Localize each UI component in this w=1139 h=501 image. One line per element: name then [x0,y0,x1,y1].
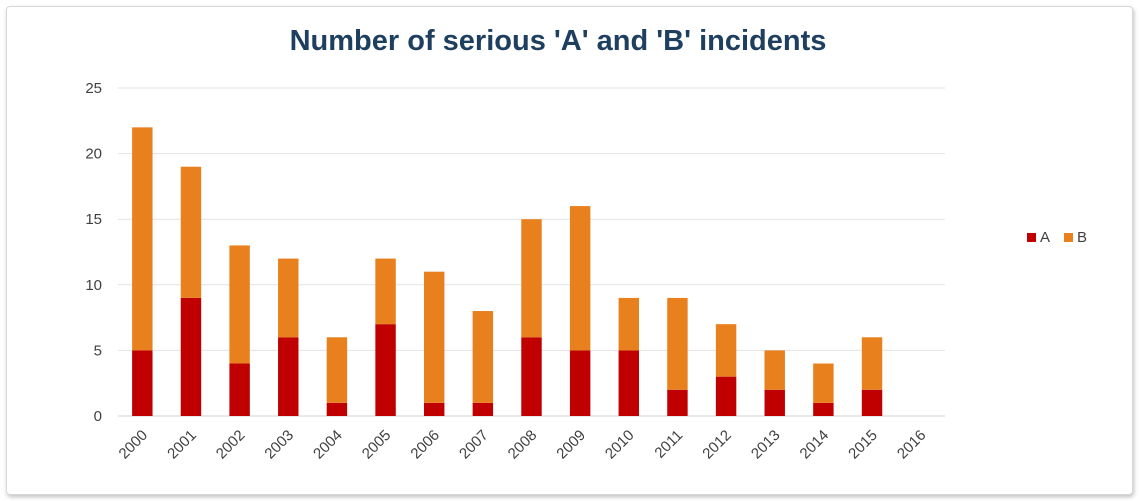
y-tick-label: 0 [94,408,102,425]
bar-B-2001 [180,166,202,298]
x-tick-label: 2006 [407,427,443,463]
bar-A-2000 [132,350,153,416]
y-tick-label: 15 [85,211,102,228]
legend-swatch-A [1027,233,1036,242]
y-tick-label: 25 [85,80,102,97]
bar-A-2008 [521,337,542,416]
bar-A-2013 [764,389,785,416]
bar-B-2014 [813,363,834,403]
x-tick-label: 2014 [797,427,833,463]
bar-B-2015 [861,337,883,390]
bar-B-2004 [326,337,348,403]
x-tick-label: 2015 [845,427,881,463]
bar-B-2006 [423,271,445,403]
x-tick-label: 2009 [553,427,589,463]
bar-B-2013 [764,350,785,390]
x-tick-label: 2005 [359,427,395,463]
bar-A-2003 [278,337,299,416]
bar-A-2004 [326,402,348,416]
bar-B-2011 [667,297,688,390]
bar-B-2010 [618,297,640,351]
legend-label-B: B [1077,229,1087,246]
bar-A-2010 [618,350,640,416]
bar-A-2005 [375,324,396,416]
bar-B-2000 [132,127,153,351]
bar-A-2014 [813,402,834,416]
bar-A-2001 [180,297,202,416]
x-tick-label: 2000 [116,427,152,463]
gridlines [118,87,945,417]
x-tick-label: 2001 [164,427,200,463]
x-tick-label: 2010 [602,427,638,463]
y-tick-label: 10 [85,277,102,294]
legend-label-A: A [1040,229,1050,246]
y-tick-label: 20 [85,146,102,163]
bars [132,127,883,416]
bar-B-2005 [375,258,396,325]
chart-title: Number of serious 'A' and 'B' incidents [290,25,827,57]
bar-B-2012 [715,324,737,377]
x-tick-label: 2002 [213,427,249,463]
y-axis-tick-labels: 0 5 10 15 20 25 [85,80,102,425]
bar-A-2015 [861,389,883,416]
bar-A-2007 [472,402,494,416]
bar-B-2007 [472,311,494,403]
bar-A-2012 [715,376,737,416]
bar-B-2008 [521,219,542,338]
y-tick-label: 5 [94,342,102,359]
bar-A-2002 [229,363,250,416]
bar-B-2003 [278,258,299,338]
x-tick-label: 2012 [699,427,735,463]
x-tick-label: 2003 [261,427,297,463]
bar-B-2009 [569,206,591,351]
x-tick-label: 2016 [894,427,930,463]
x-tick-label: 2011 [651,427,686,462]
bar-B-2002 [229,245,250,364]
bar-A-2006 [423,402,445,416]
x-axis-tick-labels: 2000 2001 2002 2003 2004 2005 2006 2007 2008 2009… [116,427,930,463]
x-tick-label: 2013 [748,427,784,463]
x-tick-label: 2007 [456,427,492,463]
x-tick-label: 2008 [505,427,541,463]
bar-A-2011 [667,389,688,416]
legend-swatch-B [1064,233,1073,242]
bar-A-2009 [569,350,591,416]
x-tick-label: 2004 [310,427,346,463]
